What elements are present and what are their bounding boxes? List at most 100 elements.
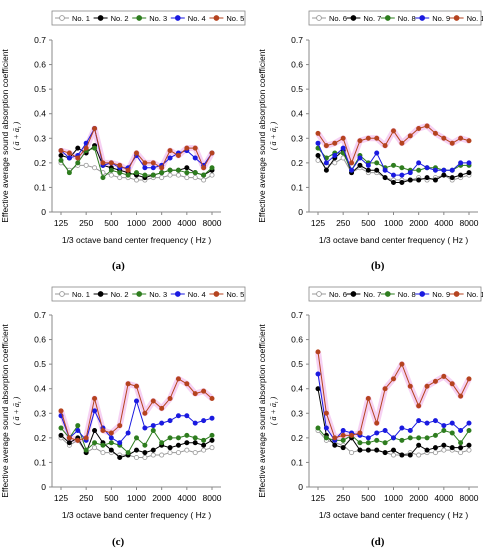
data-point [150, 427, 156, 433]
data-point [357, 155, 363, 161]
data-point [449, 140, 455, 146]
data-point [315, 152, 321, 158]
legend-marker [213, 15, 220, 21]
data-point [365, 435, 371, 441]
x-axis-title: 1/3 octave band center frequency ( Hz ) [319, 510, 468, 520]
data-point [192, 155, 198, 161]
data-point [390, 376, 396, 382]
data-point [184, 170, 190, 176]
data-point [142, 410, 148, 416]
data-point [340, 145, 346, 151]
data-point [184, 447, 190, 453]
y-tick-label: 0.4 [34, 384, 46, 394]
y-tick-label: 0.2 [291, 433, 303, 443]
data-point [100, 442, 106, 448]
data-point [58, 432, 64, 438]
y-axis-subtitle-main: ( ā + ā [12, 403, 21, 425]
data-point [117, 455, 123, 461]
data-point [209, 432, 215, 438]
data-point [83, 145, 89, 151]
data-point [374, 167, 380, 173]
data-point [83, 447, 89, 453]
x-axis-title: 1/3 octave band center frequency ( Hz ) [319, 235, 468, 245]
data-point [184, 145, 190, 151]
data-point [315, 425, 321, 431]
data-point [167, 172, 173, 178]
data-point [159, 170, 165, 176]
data-point [416, 418, 422, 424]
data-point [407, 133, 413, 139]
data-point [332, 160, 338, 166]
panel-label-b: (b) [371, 260, 385, 272]
data-point [175, 450, 181, 456]
data-point [416, 167, 422, 173]
data-point [449, 445, 455, 451]
y-tick-label: 0.7 [291, 35, 303, 45]
legend-entry: No. 4 [188, 290, 206, 299]
data-point [175, 413, 181, 419]
data-point [117, 440, 123, 446]
data-point [365, 167, 371, 173]
data-point [399, 437, 405, 443]
y-axis-subtitle-close: ) [269, 122, 278, 127]
x-tick-label: 1000 [127, 218, 146, 228]
y-tick-label: 0.1 [291, 182, 303, 192]
legend-marker [384, 291, 391, 297]
data-point [201, 165, 207, 171]
legend-marker [174, 291, 181, 297]
data-point [133, 170, 139, 176]
data-point [382, 427, 388, 433]
data-point [133, 177, 139, 183]
data-point [167, 445, 173, 451]
data-point [92, 396, 98, 402]
x-tick-label: 250 [79, 493, 93, 503]
y-axis-subtitle-close: ) [12, 397, 21, 402]
data-point [58, 148, 64, 154]
data-point [374, 135, 380, 141]
data-point [365, 135, 371, 141]
panel-label-d: (d) [371, 536, 385, 548]
data-point [424, 435, 430, 441]
legend-entry: No. 8 [398, 14, 416, 23]
data-point [66, 440, 72, 446]
legend-entry: No. 5 [226, 14, 244, 23]
data-point [374, 420, 380, 426]
legend-entry: No. 9 [432, 14, 450, 23]
y-tick-label: 0.3 [291, 133, 303, 143]
data-point [150, 172, 156, 178]
data-point [424, 447, 430, 453]
data-point [201, 172, 207, 178]
data-point [441, 442, 447, 448]
y-axis-subtitle-subscript: t [274, 401, 280, 403]
data-point [83, 162, 89, 168]
data-point [340, 432, 346, 438]
data-point [332, 435, 338, 441]
x-tick-label: 125 [311, 218, 325, 228]
data-point [441, 447, 447, 453]
data-point [390, 172, 396, 178]
x-tick-label: 4000 [434, 493, 453, 503]
data-point [416, 403, 422, 409]
x-tick-label: 8000 [203, 218, 222, 228]
data-point [365, 162, 371, 168]
data-point [117, 175, 123, 181]
data-point [125, 430, 131, 436]
data-point [365, 447, 371, 453]
x-tick-label: 8000 [203, 493, 222, 503]
data-point [374, 150, 380, 156]
y-axis-subtitle-subscript: t [274, 126, 280, 128]
data-point [449, 381, 455, 387]
data-point [340, 437, 346, 443]
data-point [167, 148, 173, 154]
legend-marker [97, 291, 104, 297]
x-tick-label: 8000 [460, 493, 479, 503]
data-point [382, 450, 388, 456]
data-point [466, 376, 472, 382]
data-point [458, 135, 464, 141]
data-point [449, 167, 455, 173]
y-axis-subtitle-subscript: t [17, 126, 23, 128]
y-tick-label: 0.5 [291, 84, 303, 94]
data-point [357, 440, 363, 446]
y-tick-label: 0 [41, 482, 46, 492]
data-point [449, 420, 455, 426]
